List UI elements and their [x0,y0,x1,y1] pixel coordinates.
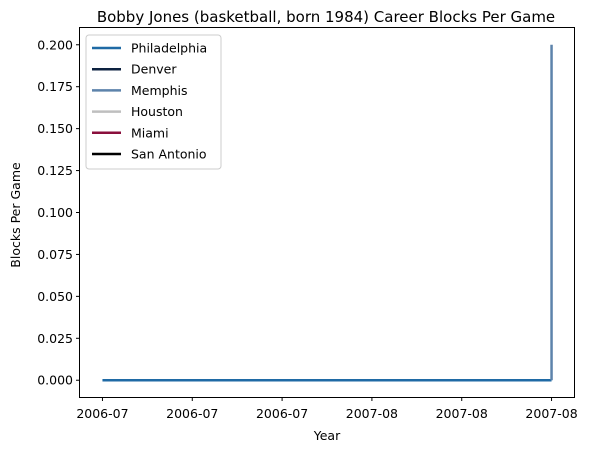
y-axis-ticks: 0.000 0.025 0.050 0.075 0.100 0.125 0.150 0.175… [37,37,80,388]
x-tick-label: 2006-07 [166,406,218,421]
y-tick-label: 0.025 [37,331,73,346]
legend-label: Denver [131,62,177,77]
series-layer [102,44,553,382]
x-tick-label: 2007-08 [346,406,398,421]
legend: Philadelphia Denver Memphis Houston Miami San… [85,34,222,170]
legend-label: Houston [131,104,183,119]
y-tick-label: 0.150 [37,121,73,136]
y-tick-label: 0.200 [37,37,73,52]
x-tick-label: 2006-07 [76,406,128,421]
legend-label: Memphis [131,83,188,98]
y-axis-label: Blocks Per Game [8,162,23,268]
legend-label: San Antonio [131,147,207,162]
y-tick-label: 0.125 [37,163,73,178]
x-axis-ticks: 2006-07 2006-07 2006-07 2007-08 2007-08 2007-… [76,397,578,421]
y-tick-label: 0.000 [37,373,73,388]
x-tick-label: 2007-08 [436,406,488,421]
y-tick-label: 0.075 [37,247,73,262]
y-tick-label: 0.050 [37,289,73,304]
y-tick-label: 0.100 [37,205,73,220]
legend-label: Miami [131,125,169,140]
legend-label: Philadelphia [131,41,207,56]
chart-title: Bobby Jones (basketball, born 1984) Care… [97,8,555,26]
x-tick-label: 2006-07 [256,406,308,421]
x-axis-label: Year [313,428,341,443]
x-tick-label: 2007-08 [525,406,577,421]
y-tick-label: 0.175 [37,79,73,94]
